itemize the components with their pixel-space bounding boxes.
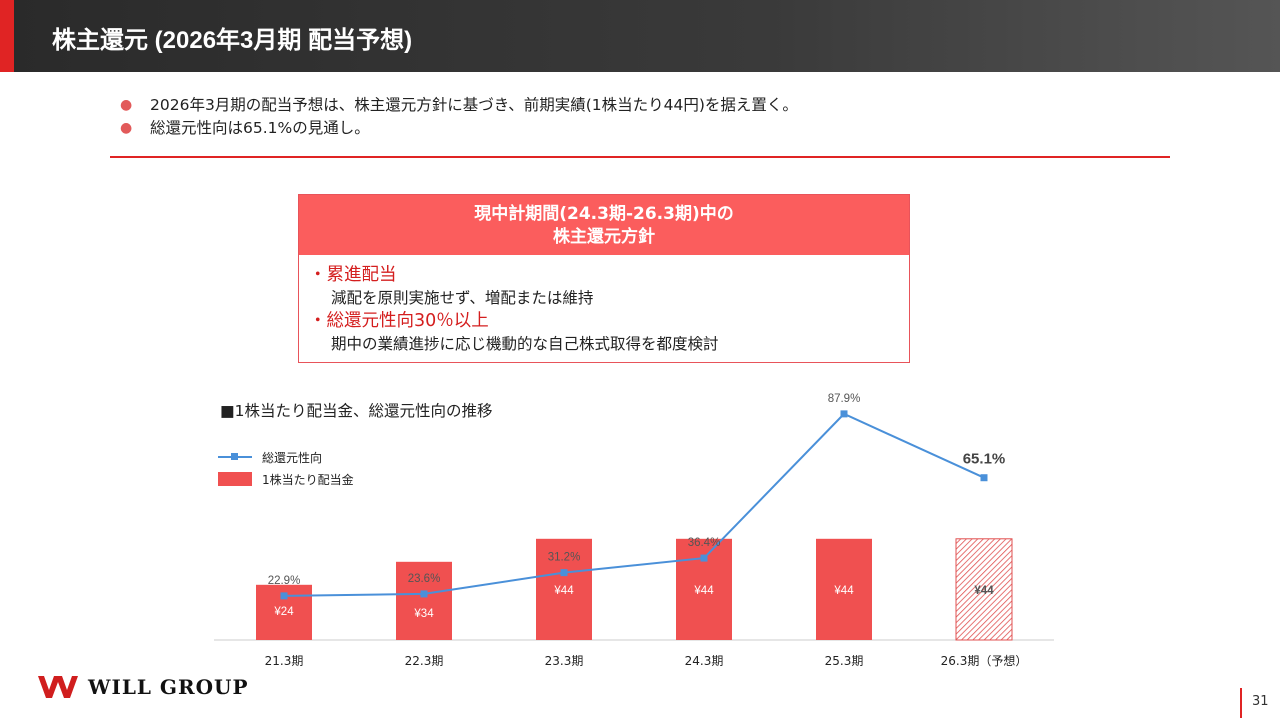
bullet-item: ● 総還元性向は65.1%の見通し。 [120,117,798,140]
page-title: 株主還元 (2026年3月期 配当予想) [52,27,413,54]
logo-mark-icon [38,676,78,698]
bullet-text: 2026年3月期の配当予想は、株主還元方針に基づき、前期実績(1株当たり44円)… [150,96,798,114]
bar-swatch-icon [218,472,252,486]
bullet-item: ● 2026年3月期の配当予想は、株主還元方針に基づき、前期実績(1株当たり44… [120,94,798,117]
logo-text: WILL GROUP [88,675,249,699]
total-return-label: 65.1% [963,451,1006,468]
dividend-bar-label: ¥24 [273,606,294,618]
total-return-label: 23.6% [408,573,441,585]
summary-bullets: ● 2026年3月期の配当予想は、株主還元方針に基づき、前期実績(1株当たり44… [120,94,798,140]
header-accent [0,0,14,72]
policy-header: 現中計期間(24.3期-26.3期)中の 株主還元方針 [299,195,909,255]
policy-box: 現中計期間(24.3期-26.3期)中の 株主還元方針 ・累進配当 減配を原則実… [298,194,910,363]
dividend-bar-label: ¥44 [974,585,994,597]
bullet-text: 総還元性向は65.1%の見通し。 [150,119,370,137]
x-tick-label: 24.3期 [685,654,724,668]
total-return-label: 31.2% [548,552,581,564]
chart-legend: 総還元性向 1株当たり配当金 [218,446,354,490]
dividend-bar [816,538,872,640]
x-tick-label: 23.3期 [545,654,584,668]
total-return-point [280,592,288,600]
total-return-point [980,474,988,482]
policy-text: 期中の業績進捗に応じ機動的な自己株式取得を都度検討 [331,335,719,353]
divider [110,156,1170,158]
dividend-bar-label: ¥34 [413,608,434,620]
legend-label: 1株当たり配当金 [262,472,354,487]
bullet-dot-icon: ● [120,120,133,136]
page-number-bar [1240,688,1242,718]
policy-title-line1: 現中計期間(24.3期-26.3期)中の [474,204,734,224]
policy-heading-progressive-dividend: ・累進配当 [309,265,397,285]
total-return-point [560,569,568,577]
header-bar: 株主還元 (2026年3月期 配当予想) [0,0,1280,72]
total-return-label: 22.9% [268,575,301,587]
total-return-label: 36.4% [688,537,721,549]
dividend-bar [536,538,592,640]
total-return-point [420,590,428,598]
policy-body: ・累進配当 減配を原則実施せず、増配または維持 ・総還元性向30％以上 期中の業… [299,255,909,355]
x-tick-label: 26.3期（予想） [941,653,1028,668]
dividend-bar-label: ¥44 [693,585,714,597]
legend-label: 総還元性向 [262,450,323,465]
x-tick-label: 25.3期 [825,654,864,668]
policy-title-line2: 株主還元方針 [553,227,655,247]
dividend-bar [955,538,1013,641]
policy-text: 減配を原則実施せず、増配または維持 [331,289,594,307]
x-tick-label: 22.3期 [405,654,444,668]
dividend-bar [396,561,452,640]
dividend-bar-label: ¥44 [553,585,574,597]
legend-item-bar: 1株当たり配当金 [218,468,354,490]
legend-item-line: 総還元性向 [218,446,354,468]
will-group-logo: WILL GROUP [38,674,249,700]
page-number: 31 [1252,694,1269,709]
total-return-point [700,554,708,562]
x-tick-label: 21.3期 [265,654,304,668]
dividend-bar-label: ¥44 [833,585,854,597]
total-return-label: 87.9% [828,393,861,405]
chart-title: ■1株当たり配当金、総還元性向の推移 [220,402,493,420]
total-return-point [840,410,848,418]
line-marker-icon [218,453,252,460]
bullet-dot-icon: ● [120,97,133,113]
policy-heading-total-return: ・総還元性向30％以上 [309,311,489,331]
total-return-line [283,412,985,597]
